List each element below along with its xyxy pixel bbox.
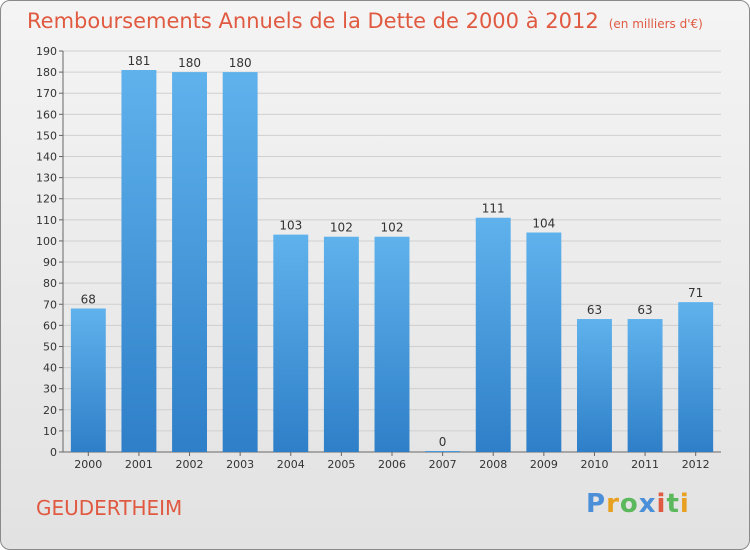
y-tick-label: 150 (36, 129, 57, 142)
y-tick-label: 70 (43, 298, 57, 311)
y-tick-label: 110 (36, 214, 57, 227)
y-tick-label: 190 (36, 45, 57, 58)
y-tick-label: 180 (36, 66, 57, 79)
bar-2003 (222, 72, 258, 453)
bar-2010 (576, 319, 612, 452)
chart-subtitle: (en milliers d'€) (608, 17, 703, 31)
bar-2009 (526, 232, 562, 452)
x-tick-label-2003: 2003 (226, 458, 254, 471)
x-tick-label-2000: 2000 (74, 458, 102, 471)
y-tick-label: 100 (36, 235, 57, 248)
y-tick-label: 0 (50, 446, 57, 459)
x-tick-label-2012: 2012 (682, 458, 710, 471)
y-tick-label: 30 (43, 383, 57, 396)
bar-2004 (273, 234, 309, 452)
logo-letter: o (619, 489, 639, 519)
bar-2001 (121, 69, 157, 452)
value-label-2002: 180 (178, 56, 201, 70)
bar-2005 (323, 236, 359, 452)
bar-2000 (70, 308, 106, 452)
value-label-2009: 104 (532, 217, 555, 231)
y-tick-label: 10 (43, 425, 57, 438)
value-label-2011: 63 (637, 303, 652, 317)
x-tick-label-2001: 2001 (125, 458, 153, 471)
y-tick-label: 170 (36, 87, 57, 100)
proxiti-logo: Proxiti (586, 489, 690, 519)
x-tick-label-2005: 2005 (327, 458, 355, 471)
labels-layer: 0102030405060708090100110120130140150160… (36, 45, 710, 471)
value-label-2004: 103 (279, 219, 302, 233)
value-label-2003: 180 (229, 56, 252, 70)
x-tick-label-2011: 2011 (631, 458, 659, 471)
x-tick-label-2004: 2004 (277, 458, 305, 471)
y-tick-label: 40 (43, 362, 57, 375)
value-label-2010: 63 (587, 303, 602, 317)
commune-name: GEUDERTHEIM (36, 496, 183, 520)
x-tick-label-2008: 2008 (479, 458, 507, 471)
x-tick-label-2010: 2010 (580, 458, 608, 471)
bar-2012 (678, 302, 714, 452)
y-tick-label: 20 (43, 404, 57, 417)
value-label-2008: 111 (482, 202, 505, 216)
x-tick-label-2007: 2007 (429, 458, 457, 471)
y-tick-label: 90 (43, 256, 57, 269)
bar-2006 (374, 236, 410, 452)
chart-title: Remboursements Annuels de la Dette de 20… (27, 9, 703, 33)
x-tick-label-2006: 2006 (378, 458, 406, 471)
logo-letter: i (679, 489, 690, 519)
bar-2008 (475, 217, 511, 452)
logo-letter: P (586, 489, 607, 519)
bar-2002 (172, 72, 208, 453)
y-tick-label: 80 (43, 277, 57, 290)
x-tick-label-2002: 2002 (176, 458, 204, 471)
bar-2011 (627, 319, 663, 452)
title-text: Remboursements Annuels de la Dette de 20… (27, 9, 599, 33)
y-tick-label: 50 (43, 340, 57, 353)
y-tick-label: 120 (36, 193, 57, 206)
logo-letter: r (606, 489, 620, 519)
value-label-2001: 181 (127, 54, 150, 68)
bar-chart: 0102030405060708090100110120130140150160… (36, 45, 721, 471)
logo-letter: x (638, 489, 657, 519)
bars-layer (70, 69, 714, 453)
value-label-2000: 68 (81, 292, 96, 306)
bar-2007 (425, 451, 461, 452)
logo-letter: i (656, 489, 667, 519)
value-label-2006: 102 (381, 221, 404, 235)
logo-letter: t (666, 489, 680, 519)
y-tick-label: 60 (43, 319, 57, 332)
value-label-2012: 71 (688, 286, 703, 300)
x-tick-label-2009: 2009 (530, 458, 558, 471)
value-label-2005: 102 (330, 221, 353, 235)
y-tick-label: 140 (36, 151, 57, 164)
value-label-2007: 0 (439, 435, 447, 449)
y-tick-label: 130 (36, 172, 57, 185)
y-tick-label: 160 (36, 108, 57, 121)
